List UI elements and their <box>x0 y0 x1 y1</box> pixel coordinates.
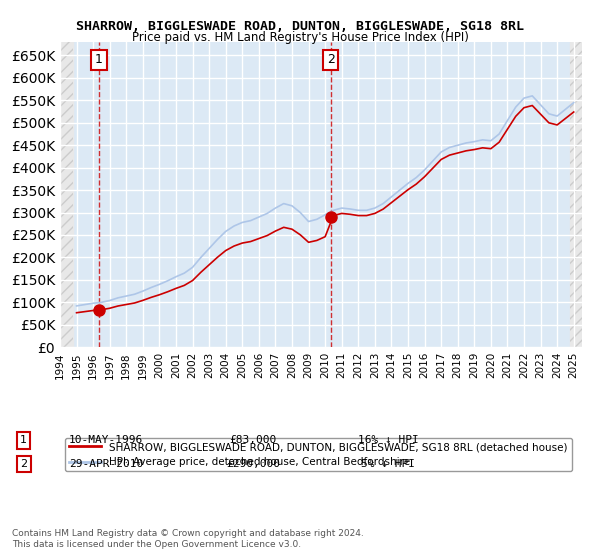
Text: Price paid vs. HM Land Registry's House Price Index (HPI): Price paid vs. HM Land Registry's House … <box>131 31 469 44</box>
Text: SHARROW, BIGGLESWADE ROAD, DUNTON, BIGGLESWADE, SG18 8RL: SHARROW, BIGGLESWADE ROAD, DUNTON, BIGGL… <box>76 20 524 32</box>
Text: 5% ↓ HPI: 5% ↓ HPI <box>361 459 415 469</box>
Bar <box>60 42 73 347</box>
Text: 16% ↓ HPI: 16% ↓ HPI <box>358 436 419 446</box>
Text: 1: 1 <box>95 53 103 67</box>
Text: 10-MAY-1996: 10-MAY-1996 <box>69 436 143 446</box>
Bar <box>571 42 582 347</box>
Text: 1: 1 <box>20 436 27 446</box>
Legend: SHARROW, BIGGLESWADE ROAD, DUNTON, BIGGLESWADE, SG18 8RL (detached house), HPI: : SHARROW, BIGGLESWADE ROAD, DUNTON, BIGGL… <box>65 438 572 472</box>
Text: £290,000: £290,000 <box>226 459 280 469</box>
Text: 29-APR-2010: 29-APR-2010 <box>69 459 143 469</box>
Text: £83,000: £83,000 <box>229 436 277 446</box>
Text: 2: 2 <box>326 53 335 67</box>
Bar <box>60 42 73 347</box>
Bar <box>571 42 582 347</box>
Text: Contains HM Land Registry data © Crown copyright and database right 2024.
This d: Contains HM Land Registry data © Crown c… <box>12 529 364 549</box>
Text: 2: 2 <box>20 459 27 469</box>
